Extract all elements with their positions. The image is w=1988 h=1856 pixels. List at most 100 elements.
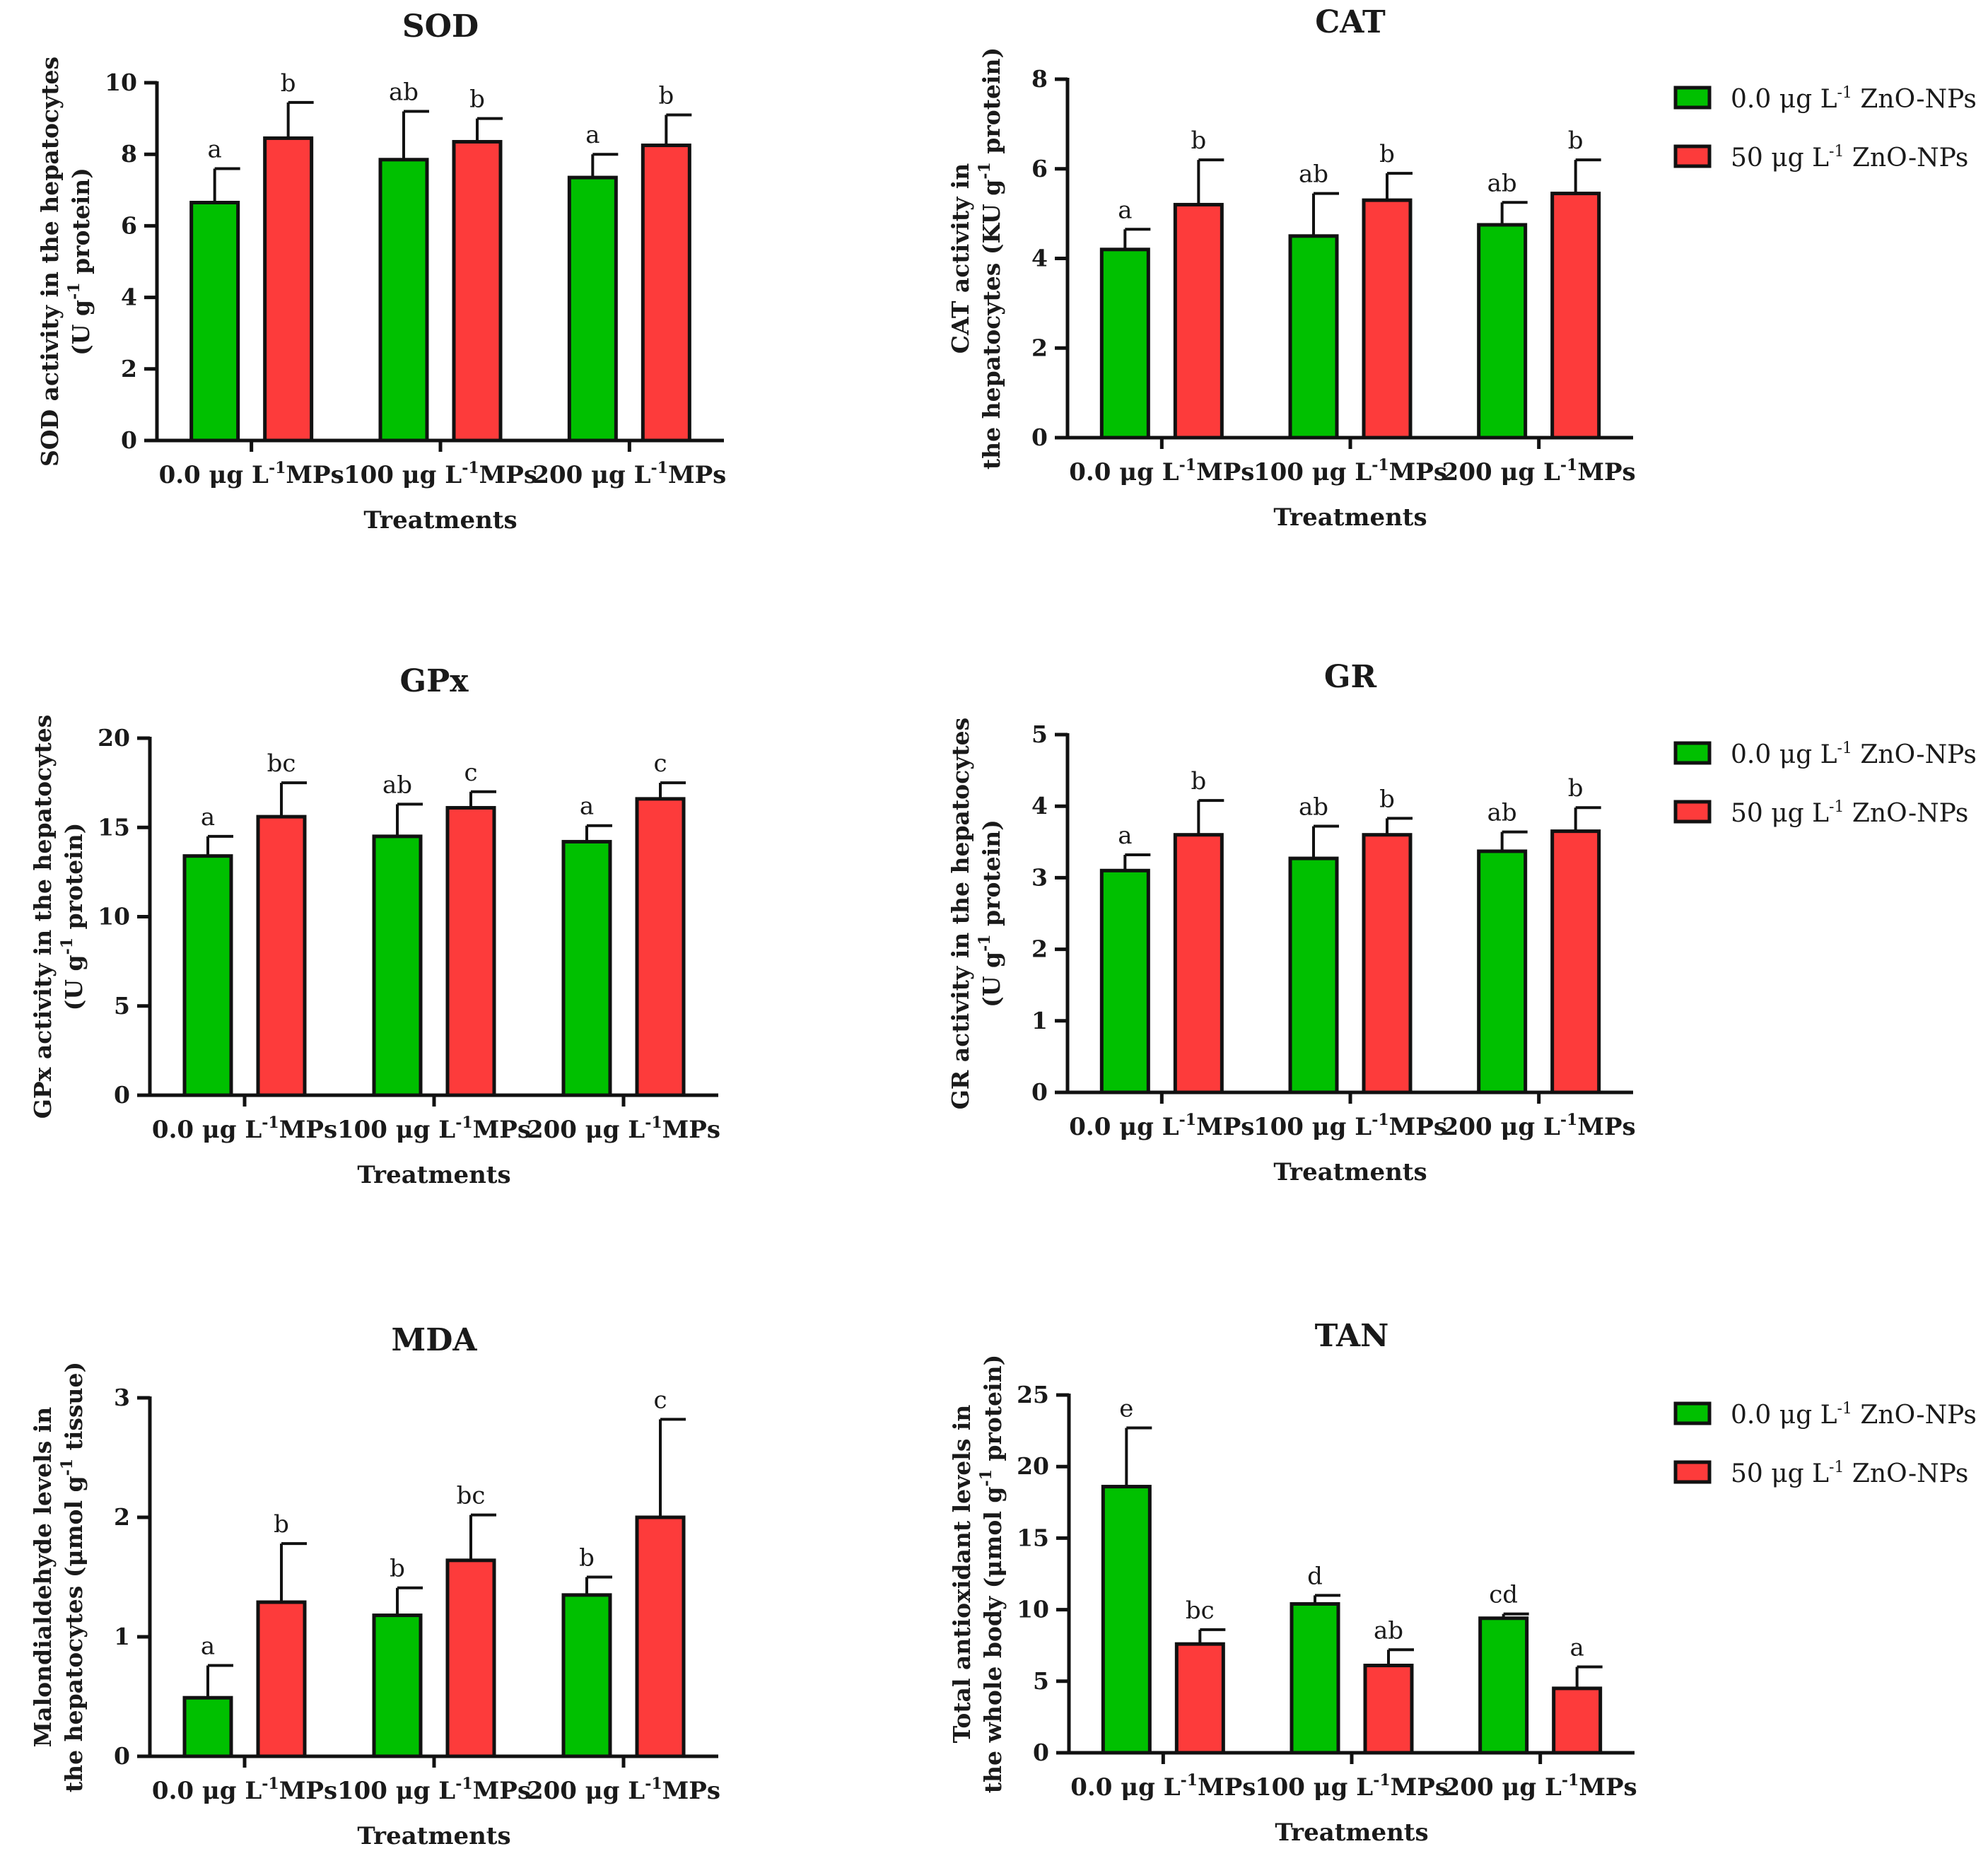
x-tick-label-superscript: -1 <box>1373 1771 1390 1790</box>
x-tick-label-text: 100 μg L <box>1255 1773 1373 1802</box>
significance-letter: ab <box>382 771 412 799</box>
x-tick-label-superscript: -1 <box>262 1775 279 1793</box>
bar <box>1101 1485 1152 1755</box>
x-tick-label-text-end: MPs <box>1391 1773 1449 1802</box>
legend-label: 0.0 μg L-1 ZnO-NPs <box>1731 740 1977 769</box>
bar <box>1362 198 1413 440</box>
legend-label-text-end: ZnO-NPs <box>1844 799 1968 828</box>
x-tick-label-text: 0.0 μg L <box>1069 458 1179 486</box>
legend-label: 0.0 μg L-1 ZnO-NPs <box>1731 84 1977 114</box>
chart-title: MDA <box>392 1322 478 1358</box>
chart-title: TAN <box>1315 1318 1389 1354</box>
significance-letter: bc <box>1186 1597 1215 1625</box>
bar <box>1477 223 1528 440</box>
significance-letter: c <box>653 749 667 778</box>
significance-letter: b <box>1568 127 1584 155</box>
significance-letter: ab <box>1299 793 1328 822</box>
x-tick-label: 200 μg L-1MPs <box>527 1775 720 1805</box>
x-tick-label-text-end: MPs <box>473 1116 531 1144</box>
chart-title: GPx <box>400 663 469 699</box>
bar <box>561 1593 612 1758</box>
legend-label-superscript: -1 <box>1829 798 1844 816</box>
chart-title: CAT <box>1315 4 1386 40</box>
significance-letter: b <box>1191 767 1206 795</box>
y-axis-label-line2-group: the whole body (μmol g-1 protein) <box>977 1355 1007 1794</box>
x-axis-label: Treatments <box>357 1822 510 1850</box>
y-tick-label: 8 <box>121 140 137 168</box>
chart-gr: GR 0 1 2 3 4 5 GR activity in the hepatocytes (U… <box>947 659 1977 1186</box>
significance-letter: b <box>281 69 296 98</box>
bar <box>1552 1686 1603 1755</box>
y-axis-label-line2-superscript: -1 <box>65 282 83 299</box>
x-tick-label-text-end: MPs <box>1389 458 1447 486</box>
x-tick-label-superscript: -1 <box>455 1775 472 1793</box>
x-tick-label-text-end: MPs <box>1577 458 1635 486</box>
x-tick-label-text-end: MPs <box>473 1777 531 1805</box>
bar <box>263 136 314 443</box>
legend-swatch <box>1673 800 1712 824</box>
x-tick-label-superscript: -1 <box>455 1114 472 1132</box>
x-tick-label: 0.0 μg L-1MPs <box>159 459 344 489</box>
x-tick-label-text-end: MPs <box>1579 1773 1637 1802</box>
significance-letter: b <box>274 1510 289 1539</box>
x-tick-label-superscript: -1 <box>262 1114 279 1132</box>
y-tick-label: 3 <box>114 1384 130 1411</box>
bar <box>1288 856 1339 1095</box>
y-axis-label-line1: CAT activity in <box>947 163 974 354</box>
bar <box>182 854 233 1097</box>
y-axis-label-line2-group: the hepatocytes (KU g-1 protein) <box>976 47 1005 469</box>
significance-letter: c <box>464 759 477 787</box>
x-tick-label-text-end: MPs <box>668 461 726 489</box>
significance-letter: d <box>1307 1562 1323 1590</box>
x-tick-label-text-end: MPs <box>1196 458 1254 486</box>
bar <box>635 1515 686 1758</box>
legend-label-text: 50 μg L <box>1731 799 1829 828</box>
y-axis-label-line2-text: the hepatocytes (μmol g <box>60 1476 88 1792</box>
y-tick-label: 0 <box>1033 1739 1049 1766</box>
legend-swatch <box>1673 144 1712 168</box>
legend: 0.0 μg L-1 ZnO-NPs 50 μg L-1 ZnO-NPs <box>1673 740 1977 828</box>
bar <box>1173 202 1224 440</box>
y-tick-label: 6 <box>1031 155 1048 182</box>
y-axis-label-line2-text-end: protein) <box>978 819 1005 934</box>
significance-letter: ab <box>1299 160 1328 189</box>
significance-letter: bc <box>267 749 296 778</box>
x-tick-label: 200 μg L-1MPs <box>527 1114 720 1144</box>
legend-label: 50 μg L-1 ZnO-NPs <box>1731 1459 1968 1488</box>
x-axis-label: Treatments <box>363 506 517 535</box>
y-axis-label-line2-group: (U g-1 protein) <box>65 168 95 356</box>
x-tick-label-text: 100 μg L <box>1253 1113 1372 1141</box>
legend-label-superscript: -1 <box>1837 1400 1852 1418</box>
legend-label-text: 50 μg L <box>1731 1459 1829 1488</box>
x-tick-label-superscript: -1 <box>645 1114 662 1132</box>
significance-letter: a <box>1118 822 1132 850</box>
legend-label-superscript: -1 <box>1829 143 1844 160</box>
y-tick-label: 15 <box>98 813 130 841</box>
bar <box>1362 833 1413 1095</box>
significance-letter: a <box>580 793 594 821</box>
y-tick-label: 2 <box>1031 935 1048 963</box>
y-tick-label: 15 <box>1017 1524 1049 1551</box>
x-tick-label-text-end: MPs <box>1577 1113 1635 1141</box>
y-tick-label: 4 <box>121 284 137 311</box>
x-tick-label: 100 μg L-1MPs <box>344 459 537 489</box>
x-tick-label-text: 0.0 μg L <box>152 1116 262 1144</box>
y-axis-label-line2-group: (U g-1 protein) <box>58 823 88 1011</box>
bar <box>372 1613 423 1758</box>
chart-sod: SOD 0 2 4 6 8 10 SOD activity in the hepatocyte… <box>36 8 726 535</box>
bar <box>182 1696 233 1758</box>
bar <box>561 839 612 1097</box>
bar <box>1478 1616 1529 1755</box>
x-tick-label-superscript: -1 <box>1179 456 1196 474</box>
bar <box>378 158 429 443</box>
x-tick-label-text: 200 μg L <box>527 1116 645 1144</box>
significance-letter: ab <box>1487 799 1517 827</box>
legend-label-text: 0.0 μg L <box>1731 1401 1837 1430</box>
x-tick-label-text: 100 μg L <box>337 1116 455 1144</box>
y-tick-label: 3 <box>1031 863 1048 891</box>
bar <box>635 797 686 1097</box>
y-axis-label-line1: Total antioxidant levels in <box>948 1405 976 1744</box>
bar <box>1550 192 1601 440</box>
x-tick-label-superscript: -1 <box>645 1775 662 1793</box>
